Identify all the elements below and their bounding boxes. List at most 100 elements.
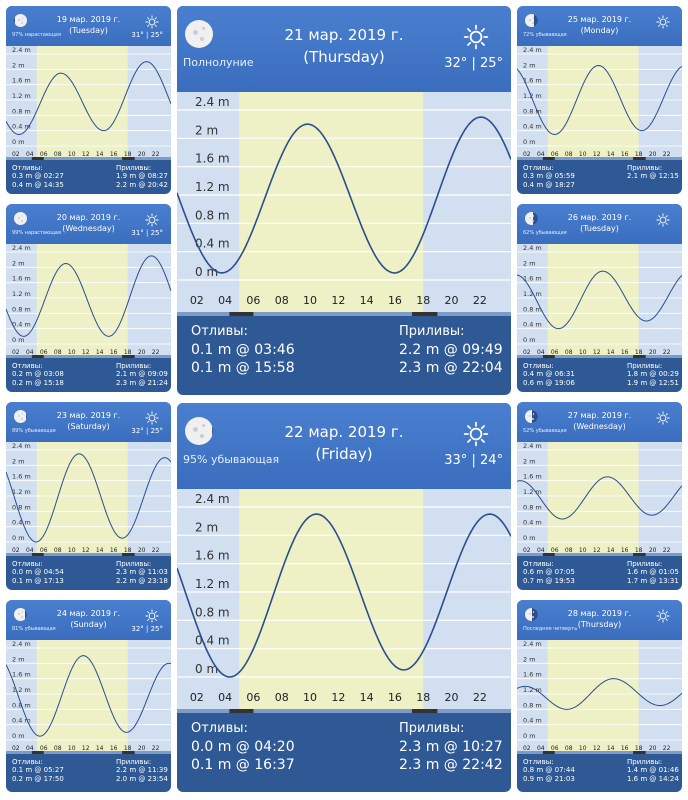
card-weekday: (Sunday)	[70, 620, 107, 629]
x-tick-label: 20	[649, 547, 657, 554]
moon-phase-icon	[185, 20, 213, 48]
high-tides: Приливы: 1.6 m @ 01:05 1.7 m @ 13:31	[627, 560, 679, 586]
y-tick-label: 0.8 m	[523, 701, 542, 709]
sun-icon	[145, 608, 159, 623]
x-tick-label: 08	[54, 349, 62, 356]
x-tick-label: 14	[360, 294, 374, 307]
tide-day-card[interactable]: Полнолуние 21 мар. 2019 г. (Thursday) 32° |…	[177, 6, 511, 395]
day-strip	[517, 157, 682, 160]
sun-icon	[656, 212, 670, 227]
tide-day-card[interactable]: 62% убывающая 26 мар. 2019 г. (Tuesday) 0 m…	[517, 204, 682, 392]
moon-crater	[532, 17, 535, 19]
x-tick-label: 14	[96, 349, 104, 356]
daylight-band	[36, 46, 128, 160]
sun-icon	[145, 212, 159, 227]
low-tides: Отливы: 0.2 m @ 03:08 0.2 m @ 15:18	[12, 362, 64, 388]
tide-times: Отливы: 0.2 m @ 03:08 0.2 m @ 15:18 Приливы…	[6, 358, 171, 392]
tide-curve	[6, 453, 171, 543]
x-tick-label: 18	[416, 691, 430, 704]
moon-crater	[21, 17, 24, 19]
moon-crater	[532, 219, 534, 222]
tide-day-card[interactable]: 81% убывающая 24 мар. 2019 г. (Sunday) 32° …	[6, 600, 171, 792]
daylight-band	[547, 442, 639, 556]
moon-phase-label: 89% убывающая	[12, 428, 56, 434]
y-tick-label: 0.4 m	[12, 123, 31, 131]
moon-phase-icon	[185, 417, 213, 445]
day-strip	[6, 553, 171, 556]
card-date: 23 мар. 2019 г.	[56, 411, 121, 420]
moon-shadow	[531, 608, 538, 621]
day-strip	[6, 157, 171, 160]
low-tide-entry: 0.4 m @ 18:27	[523, 180, 575, 189]
daylight-band	[239, 92, 424, 312]
x-tick-label: 08	[565, 547, 573, 554]
low-tide-entry: 0.1 m @ 15:58	[191, 360, 295, 377]
daylight-band	[547, 46, 639, 160]
x-tick-label: 16	[388, 294, 402, 307]
high-tide-entry: 2.0 m @ 23:54	[116, 774, 168, 783]
card-header: 72% убывающая 25 мар. 2019 г. (Monday)	[517, 6, 682, 46]
card-weekday: (Friday)	[315, 445, 373, 463]
tide-day-card[interactable]: 95% убывающая 22 мар. 2019 г. (Friday) 33° …	[177, 403, 511, 792]
y-tick-label: 2 m	[523, 259, 536, 267]
x-tick-label: 14	[607, 151, 615, 158]
daylight-band	[36, 442, 128, 556]
moon-crater	[17, 612, 20, 615]
daylight-band	[239, 489, 424, 709]
x-tick-label: 16	[110, 349, 118, 356]
y-tick-label: 0.8 m	[523, 305, 542, 313]
tide-day-card[interactable]: 97% нарастающая 19 мар. 2019 г. (Tuesday) 3…	[6, 6, 171, 194]
x-tick-label: 12	[593, 745, 601, 752]
moon-phase-icon	[525, 410, 538, 423]
x-tick-label: 06	[40, 151, 48, 158]
tide-day-card[interactable]: 99% нарастающая 20 мар. 2019 г. (Wednesday…	[6, 204, 171, 392]
y-tick-label: 2 m	[12, 61, 25, 69]
sunrise-mark	[542, 751, 555, 754]
x-tick-label: 20	[649, 151, 657, 158]
high-tides: Приливы: 2.3 m @ 10:27 2.3 m @ 22:42	[399, 721, 503, 774]
y-tick-label: 0.4 m	[12, 519, 31, 527]
sun-icon	[656, 410, 670, 425]
high-tides-heading: Приливы:	[399, 721, 465, 736]
x-tick-label: 20	[138, 745, 146, 752]
high-tides-heading: Приливы:	[116, 362, 152, 370]
tide-day-card[interactable]: Последняя четверть 28 мар. 2019 г. (Thursd…	[517, 600, 682, 792]
card-weekday: (Tuesday)	[69, 26, 108, 35]
low-tides-heading: Отливы:	[523, 560, 554, 568]
y-tick-label: 0.8 m	[523, 107, 542, 115]
x-tick-label: 08	[54, 547, 62, 554]
x-tick-label: 20	[445, 691, 459, 704]
moon-shadow	[24, 608, 27, 621]
day-strip	[177, 312, 511, 316]
x-tick-label: 20	[138, 547, 146, 554]
tide-day-card[interactable]: 52% убывающая 27 мар. 2019 г. (Wednesday) 0…	[517, 402, 682, 590]
tide-curve	[517, 678, 682, 710]
x-tick-label: 02	[190, 691, 204, 704]
daylight-band	[36, 640, 128, 754]
card-date: 26 мар. 2019 г.	[567, 213, 632, 222]
x-tick-label: 16	[621, 151, 629, 158]
card-date: 24 мар. 2019 г.	[56, 609, 121, 618]
x-tick-label: 22	[663, 547, 671, 554]
x-tick-label: 18	[635, 151, 643, 158]
low-tide-entry: 0.2 m @ 03:08	[12, 370, 64, 378]
tide-curve	[177, 116, 511, 274]
x-tick-label: 20	[649, 745, 657, 752]
moon-crater	[528, 612, 531, 615]
tide-times: Отливы: 0.4 m @ 06:31 0.6 m @ 19:06 Приливы…	[517, 358, 682, 392]
moon-crater	[17, 216, 20, 219]
y-tick-label: 0.8 m	[195, 605, 230, 619]
y-tick-label: 1.6 m	[12, 77, 31, 85]
temperature-range: 31° | 25°	[131, 31, 163, 39]
tide-day-card[interactable]: 89% убывающая 23 мар. 2019 г. (Saturday) 32…	[6, 402, 171, 590]
y-tick-label: 2 m	[12, 655, 25, 663]
moon-crater	[532, 21, 534, 24]
x-tick-label: 10	[579, 349, 587, 356]
x-tick-label: 02	[12, 349, 20, 356]
